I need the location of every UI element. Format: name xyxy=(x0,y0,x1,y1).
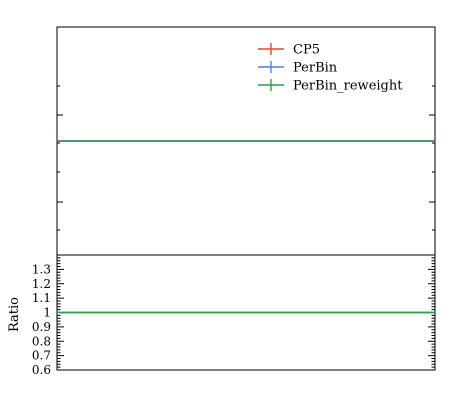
legend-label: PerBin xyxy=(293,61,338,76)
ratio-ytick-label: 1 xyxy=(43,306,51,320)
legend-label: CP5 xyxy=(293,43,320,58)
legend-label: PerBin_reweight xyxy=(293,79,403,94)
legend: CP5 PerBin PerBin_reweight xyxy=(258,43,403,94)
ratio-ytick-label: 1.2 xyxy=(32,277,51,291)
main-plot-panel: CP5 PerBin PerBin_reweight xyxy=(56,26,436,256)
ratio-ytick-label: 1.1 xyxy=(32,291,51,305)
ratio-ytick-label: 0.6 xyxy=(32,363,51,377)
ratio-ylabel: Ratio xyxy=(7,297,22,332)
ratio-ytick-label: 1.3 xyxy=(32,262,51,276)
ratio-plot-panel: 0.60.70.80.911.11.21.3 Ratio xyxy=(7,254,436,377)
ratio-ytick-label: 0.8 xyxy=(32,334,51,348)
ratio-ytick-label: 0.9 xyxy=(32,320,51,334)
ratio-ytick-label: 0.7 xyxy=(32,349,51,363)
